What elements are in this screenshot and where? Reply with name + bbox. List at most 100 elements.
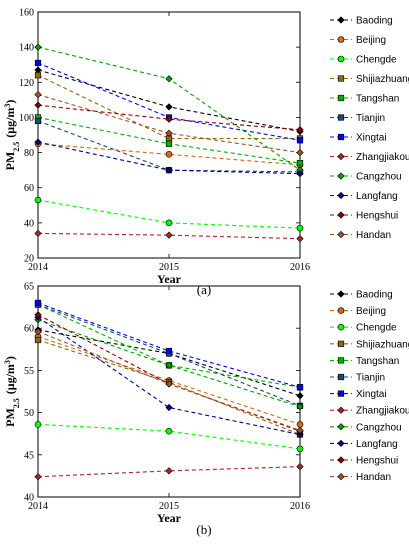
legend-item: Xingtai: [330, 133, 387, 144]
series-hengshui: [34, 311, 304, 435]
legend-item: Shijiazhuang: [330, 339, 409, 350]
data-point: [165, 403, 173, 412]
series-line: [37, 314, 301, 432]
legend-label: Tangshan: [356, 356, 399, 367]
y-tick-label: 140: [19, 43, 34, 54]
data-point: [165, 129, 173, 137]
data-point: [34, 473, 42, 481]
legend-marker: [337, 456, 345, 464]
y-tick-label: 50: [24, 408, 34, 419]
legend-marker: [337, 307, 345, 314]
series-line: [37, 423, 301, 450]
data-point: [34, 421, 42, 428]
legend-item: Shijiazhuang: [330, 74, 409, 85]
y-axis-label-sup: 3: [3, 360, 12, 364]
data-point: [34, 311, 42, 319]
data-point: [34, 90, 42, 99]
legend-label: Shijiazhuang: [356, 74, 409, 85]
y-axis-label-sub: 2.5: [12, 142, 21, 152]
data-point: [165, 75, 173, 83]
data-point: [165, 166, 173, 174]
y-axis-label-unit: (μg/m: [3, 108, 17, 138]
legend-item: Chengde: [330, 55, 397, 66]
legend-marker: [337, 114, 345, 121]
legend-marker: [337, 36, 345, 43]
series-cangzhou: [34, 316, 304, 411]
legend-label: Tianjin: [356, 113, 385, 124]
series-line: [37, 120, 301, 173]
series-line: [37, 199, 301, 229]
legend-item: Langfang: [330, 439, 398, 450]
legend-marker: [337, 373, 345, 381]
legend-item: Xingtai: [330, 389, 387, 400]
plot-area: [37, 285, 301, 498]
series-line: [37, 74, 300, 140]
data-point: [296, 137, 304, 144]
legend-marker: [337, 340, 345, 347]
series-line: [37, 304, 301, 388]
legend-marker: [337, 16, 345, 24]
panel-label: (a): [197, 282, 211, 297]
legend-item: Beijing: [330, 35, 386, 46]
legend-label: Tianjin: [356, 373, 385, 384]
series-line: [37, 143, 301, 166]
series-chengde: [34, 421, 304, 453]
data-point: [34, 196, 42, 204]
series-tangshan: [34, 301, 304, 391]
series-chengde: [34, 196, 304, 232]
legend-item: Baoding: [330, 16, 393, 27]
data-point: [296, 170, 304, 178]
data-point: [296, 403, 304, 411]
data-point: [165, 347, 173, 355]
y-tick-label: 100: [19, 113, 34, 124]
legend-marker: [337, 94, 345, 102]
x-tick-label: 2014: [28, 501, 48, 512]
legend-item: Baoding: [330, 290, 393, 301]
y-tick-label: 20: [24, 254, 34, 265]
legend-item: Zhangjiakou: [330, 406, 409, 417]
legend-marker: [337, 323, 345, 331]
series-line: [37, 339, 301, 436]
panel-label: (b): [196, 522, 211, 537]
legend-label: Handan: [356, 230, 391, 241]
y-tick-label: 45: [24, 450, 34, 461]
data-point: [34, 336, 42, 344]
y-tick-label: 40: [24, 218, 34, 229]
y-tick-label: 65: [24, 282, 34, 293]
legend-item: Hengshui: [330, 456, 398, 467]
legend-item: Hengshui: [330, 211, 398, 222]
data-point: [34, 59, 42, 67]
data-point: [165, 427, 173, 435]
legend-item: Tangshan: [330, 94, 399, 105]
legend-item: Cangzhou: [330, 422, 402, 433]
data-point: [296, 235, 304, 243]
data-point: [165, 140, 173, 147]
data-point: [34, 229, 42, 238]
y-tick-label: 60: [24, 324, 34, 335]
legend-label: Xingtai: [356, 133, 387, 144]
chart-panel-1: 20 40 60 80 100 120 140 160 2014 2015 2016 Year PM2.…: [3, 8, 409, 298]
legend-marker: [337, 439, 345, 448]
data-point: [34, 117, 42, 125]
data-point: [34, 43, 42, 51]
x-tick-label: 2015: [159, 501, 179, 512]
y-axis-label: PM2.5 (μg/m3): [3, 356, 21, 427]
legend-item: Handan: [330, 230, 391, 241]
chart-panel-2: 40 45 50 55 60 65 2014 2015 2016 Year PM2.5 (μg/m3)…: [3, 282, 409, 538]
series-langfang: [34, 138, 304, 178]
legend-marker: [337, 357, 345, 364]
data-point: [165, 219, 173, 227]
y-tick-label: 60: [24, 183, 34, 194]
data-point: [34, 72, 42, 79]
data-point: [34, 327, 42, 336]
legend-marker: [337, 423, 345, 431]
y-tick-label: 40: [24, 493, 34, 504]
data-point: [296, 445, 304, 453]
data-point: [165, 151, 173, 158]
series-line: [37, 232, 301, 240]
legend-label: Baoding: [356, 16, 393, 27]
legend-label: Zhangjiakou: [356, 152, 409, 163]
legend-label: Tangshan: [356, 94, 399, 105]
series-hengshui: [34, 101, 304, 134]
legend-label: Langfang: [356, 439, 398, 450]
